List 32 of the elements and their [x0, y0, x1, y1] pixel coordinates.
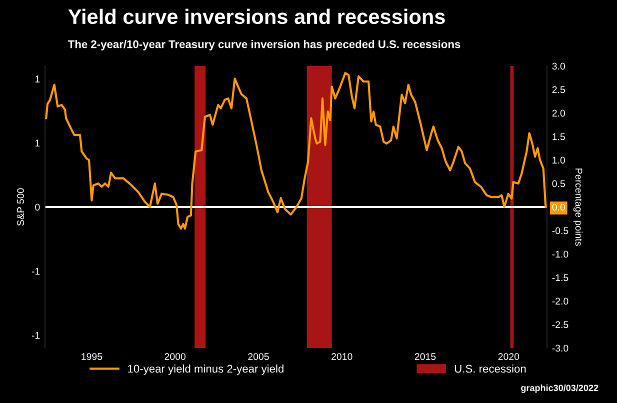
y2-tick-label: -1.5: [552, 274, 568, 282]
line-series: [45, 72, 547, 230]
y2-axis-title: Percentage points: [573, 168, 582, 246]
y2-tick-label: 1.0: [552, 156, 565, 164]
x-tick-label: 1995: [82, 353, 102, 360]
y-tick-label: 1: [35, 140, 40, 146]
x-tick-label: 2020: [498, 353, 520, 360]
y2-tick-label: 0.5: [552, 180, 565, 188]
text: graphic30/03/2022: [521, 384, 598, 393]
y-tick-label: -1: [32, 332, 40, 339]
y2-tick-label: 2.5: [552, 86, 565, 94]
y2-tick-label: -2.5: [552, 321, 568, 328]
y2-tick-label: 2.0: [552, 110, 565, 117]
y2-tick-label: 3.0: [552, 62, 565, 70]
y2-tick-label: -2.0: [552, 298, 568, 305]
chart-subtitle: The 2-year/10-year Treasury curve inversion has preceded U.S. recessions: [68, 40, 460, 50]
legend-label: U.S. recession: [454, 364, 526, 373]
legend-label: 10-year yield minus 2-year yield: [128, 364, 284, 375]
y-axis-title: S&P 500: [17, 188, 24, 226]
y2-tick-label: 1.5: [552, 133, 565, 140]
y2-tick-label: 0.0: [552, 204, 565, 211]
x-tick-label: 2010: [332, 353, 352, 360]
chart-title: Yield curve inversions and recessions: [68, 8, 445, 24]
x-tick-label: 2000: [164, 353, 186, 360]
y-tick-label: -1: [32, 268, 40, 275]
y2-tick-label: -1.0: [552, 250, 568, 258]
x-tick-label: 2005: [248, 353, 269, 360]
x-tick-label: 2015: [414, 353, 436, 360]
y2-tick-label: -0.5: [552, 227, 568, 234]
y-tick-label: 0: [35, 204, 40, 211]
y-tick-label: 1: [35, 76, 40, 82]
y2-tick-label: -3.0: [552, 344, 568, 352]
